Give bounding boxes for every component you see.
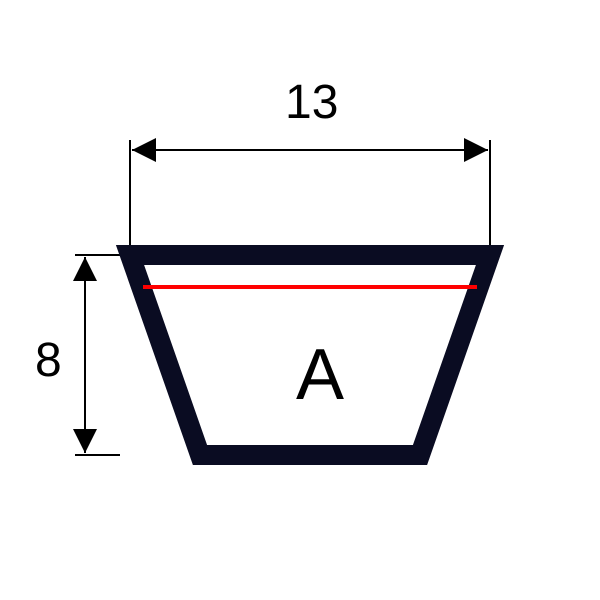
width-dimension-label: 13 xyxy=(285,75,338,130)
belt-type-label: A xyxy=(296,334,344,416)
diagram-stage: 13 8 A xyxy=(0,0,600,600)
height-dimension-label: 8 xyxy=(35,333,62,388)
